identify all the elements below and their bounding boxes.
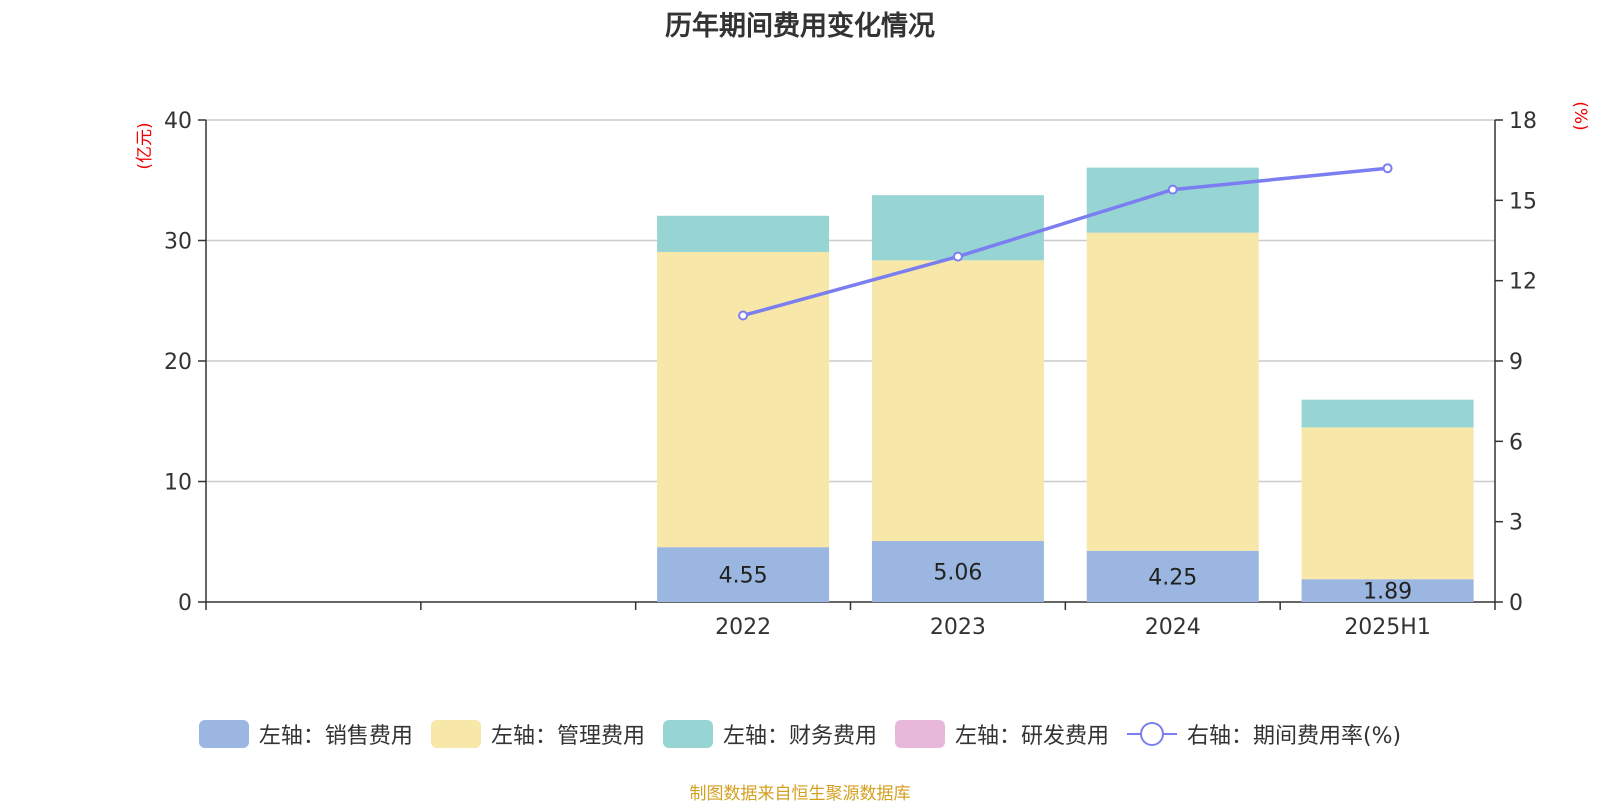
rate-point: [1382, 163, 1393, 174]
source-note: 制图数据来自恒生聚源数据库: [689, 784, 911, 804]
bar-segment: [657, 547, 830, 602]
x-axis-tick-label: 2025H1: [1344, 615, 1431, 640]
right-axis-tick-label: 12: [1509, 270, 1537, 295]
legend-swatch: [894, 720, 945, 748]
bar-segment: [871, 195, 1044, 261]
bar-segment: [657, 251, 830, 548]
chart-title: 历年期间费用变化情况: [665, 11, 935, 42]
right-axis-tick-label: 3: [1509, 511, 1523, 536]
legend-label: 左轴：财务费用: [722, 724, 877, 749]
legend-label: 左轴：研发费用: [954, 724, 1109, 749]
bar-segment: [871, 541, 1044, 602]
legend-line-marker-icon: [1126, 722, 1177, 746]
legend-swatch: [662, 720, 713, 748]
bar-data-label: 4.25: [1148, 565, 1197, 590]
right-axis-tick-label: 0: [1509, 591, 1523, 616]
right-axis-tick-label: 15: [1509, 189, 1537, 214]
bar-segment: [1086, 550, 1259, 602]
left-axis-tick-label: 20: [164, 350, 192, 375]
x-axis-tick-label: 2022: [715, 615, 771, 640]
legend-swatch: [198, 720, 249, 748]
bar-data-label: 1.89: [1363, 580, 1412, 605]
bar-segment: [1301, 427, 1474, 580]
bar-segment: [1301, 579, 1474, 602]
legend-swatch: [430, 720, 481, 748]
legend-label: 左轴：销售费用: [258, 724, 413, 749]
rate-point: [952, 251, 963, 262]
right-axis-tick-label: 9: [1509, 350, 1523, 375]
legend-item[interactable]: 左轴：销售费用: [198, 718, 413, 750]
bar-segment: [1301, 399, 1474, 428]
left-axis-tick-label: 10: [164, 471, 192, 496]
bar-segment: [1086, 167, 1259, 233]
bar-segment: [657, 215, 830, 252]
x-axis-tick-label: 2023: [930, 615, 986, 640]
legend-item[interactable]: 右轴：期间费用率(%): [1126, 718, 1402, 750]
right-axis-tick-label: 6: [1509, 430, 1523, 455]
x-axis-tick-label: 2024: [1145, 615, 1201, 640]
rate-point: [738, 310, 749, 321]
legend-label: 左轴：管理费用: [490, 724, 645, 749]
legend-item[interactable]: 左轴：研发费用: [894, 718, 1109, 750]
legend: 左轴：销售费用 左轴：管理费用 左轴：财务费用 左轴：研发费用 右轴：期间费用率(%): [0, 718, 1600, 750]
left-axis-tick-label: 30: [164, 230, 192, 255]
bar-segment: [871, 260, 1044, 542]
left-axis-tick-label: 40: [164, 109, 192, 134]
right-axis-unit-label: (%): [1570, 101, 1590, 130]
left-axis-unit-label: (亿元): [135, 122, 155, 169]
rate-line: [742, 166, 1388, 318]
rate-point: [1167, 184, 1178, 195]
legend-item[interactable]: 左轴：管理费用: [430, 718, 645, 750]
legend-item[interactable]: 左轴：财务费用: [662, 718, 877, 750]
bar-data-label: 5.06: [933, 561, 982, 586]
right-axis-tick-label: 18: [1509, 109, 1537, 134]
legend-label: 右轴：期间费用率(%): [1186, 724, 1402, 749]
left-axis-tick-label: 0: [178, 591, 192, 616]
bar-data-label: 4.55: [719, 564, 768, 589]
bar-segment: [1086, 232, 1259, 551]
